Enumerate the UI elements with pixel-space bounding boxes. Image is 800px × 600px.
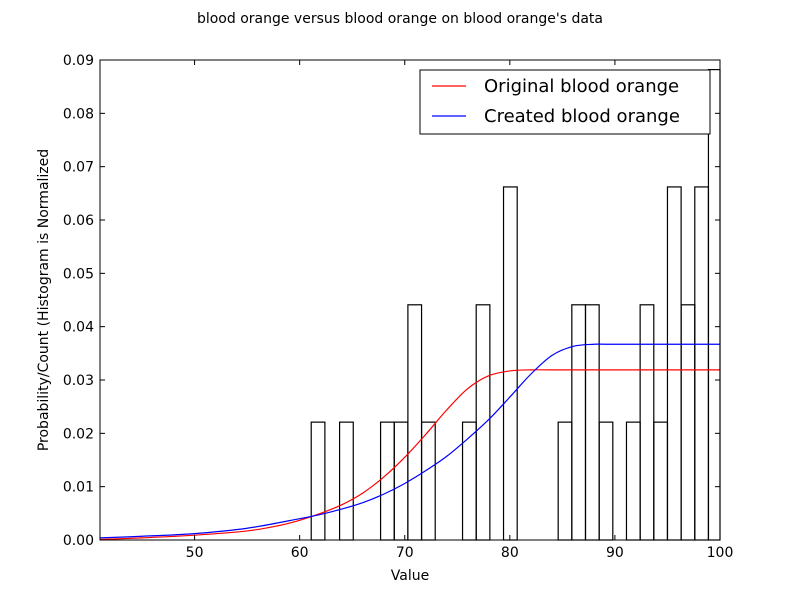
histogram-bar-9 — [557, 421, 573, 541]
histogram-bar-17 — [680, 304, 696, 541]
histogram-bar-19 — [707, 68, 721, 541]
chart-title: blood orange versus blood orange on bloo… — [197, 11, 603, 27]
histogram-bar-12 — [598, 421, 614, 541]
x-axis-ticks: 50 60 70 80 90 100 — [186, 60, 734, 561]
y-tick-label-8: 0.08 — [63, 106, 94, 122]
x-axis-label: Value — [391, 568, 429, 584]
x-tick-label-5: 100 — [707, 545, 734, 561]
y-tick-label-6: 0.06 — [63, 213, 94, 229]
x-tick-label-4: 90 — [606, 545, 624, 561]
y-tick-label-7: 0.07 — [63, 160, 94, 176]
plot-frame — [99, 59, 721, 541]
histogram-bar-2 — [379, 421, 395, 541]
series-line-1 — [99, 343, 720, 539]
histogram-bar-15 — [653, 421, 669, 541]
histogram-bar-13 — [625, 421, 641, 541]
x-tick-label-1: 60 — [291, 545, 309, 561]
histogram-bar-6 — [461, 421, 477, 541]
histogram-bar-14 — [639, 304, 655, 541]
y-tick-label-3: 0.03 — [63, 373, 94, 389]
y-tick-label-5: 0.05 — [63, 266, 94, 282]
legend-box — [419, 69, 711, 135]
y-tick-label-0: 0.00 — [63, 533, 94, 549]
y-axis-ticks: 0.00 0.01 0.02 0.03 0.04 0.05 0.06 0.07 0.08 0.09 — [63, 53, 720, 549]
histogram-bar-1 — [338, 421, 354, 541]
y-tick-label-2: 0.02 — [63, 426, 94, 442]
legend: Original blood orange Created blood oran… — [419, 69, 711, 135]
histogram-bar-11 — [584, 304, 600, 541]
histogram-bar-8 — [502, 186, 518, 541]
histogram-bar-7 — [475, 304, 491, 541]
histogram-bar-16 — [666, 186, 682, 541]
histogram-bar-18 — [694, 186, 710, 541]
x-tick-label-3: 80 — [501, 545, 519, 561]
x-tick-label-2: 70 — [396, 545, 414, 561]
legend-label-original: Original blood orange — [484, 76, 679, 97]
histogram-bar-3 — [393, 421, 409, 541]
y-tick-label-9: 0.09 — [63, 53, 94, 69]
histogram-bar-5 — [420, 421, 436, 541]
y-axis-label: Probability/Count (Histogram is Normaliz… — [36, 149, 52, 451]
x-tick-label-0: 50 — [186, 545, 204, 561]
legend-label-created: Created blood orange — [484, 106, 680, 127]
y-tick-label-4: 0.04 — [63, 320, 94, 336]
histogram-bar-4 — [407, 304, 423, 541]
series-line-0 — [99, 369, 720, 541]
series-lines — [99, 343, 720, 541]
histogram-bar-0 — [310, 421, 326, 541]
histogram-bars — [310, 68, 721, 541]
histogram-bar-10 — [571, 304, 587, 541]
y-tick-label-1: 0.01 — [63, 480, 94, 496]
